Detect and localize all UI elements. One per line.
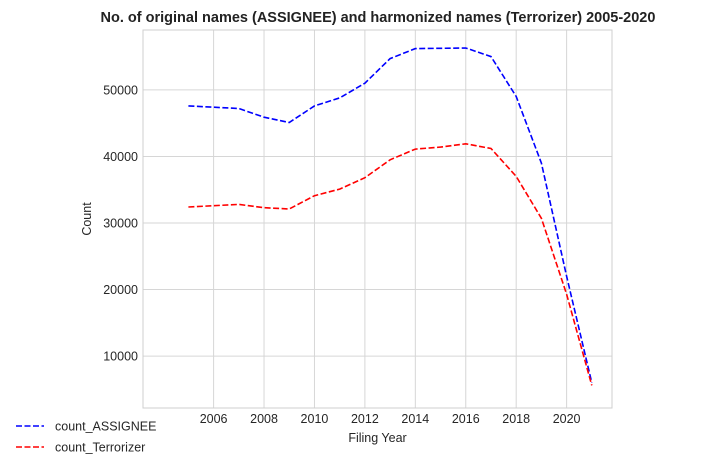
chart-title: No. of original names (ASSIGNEE) and har… <box>101 10 656 26</box>
x-tick-label: 2012 <box>351 412 379 426</box>
series-line-count-terrorizer <box>188 142 593 386</box>
legend-label: count_Terrorizer <box>55 441 145 455</box>
y-tick-label: 30000 <box>103 216 138 230</box>
y-tick-label: 20000 <box>103 283 138 297</box>
legend-label: count_ASSIGNEE <box>55 420 156 434</box>
x-tick-label: 2008 <box>250 412 278 426</box>
x-tick-label: 2006 <box>200 412 228 426</box>
legend: count_ASSIGNEE count_Terrorizer <box>16 420 156 455</box>
plot-area-frame <box>142 29 613 409</box>
x-tick-label: 2010 <box>301 412 329 426</box>
y-axis-ticks: 10000 20000 30000 40000 50000 <box>103 83 138 363</box>
x-tick-label: 2016 <box>452 412 480 426</box>
series-lines <box>188 47 593 386</box>
y-tick-label: 10000 <box>103 350 138 364</box>
x-tick-label: 2014 <box>401 412 429 426</box>
y-axis-label: Count <box>80 202 94 236</box>
grid <box>143 30 612 408</box>
y-tick-label: 40000 <box>103 150 138 164</box>
x-tick-label: 2018 <box>502 412 530 426</box>
y-tick-label: 50000 <box>103 83 138 97</box>
series-line-count-assignee <box>188 47 593 383</box>
x-axis-label: Filing Year <box>348 431 406 445</box>
x-axis-ticks: 2006 2008 2010 2012 2014 2016 2018 2020 <box>200 412 581 426</box>
x-tick-label: 2020 <box>553 412 581 426</box>
